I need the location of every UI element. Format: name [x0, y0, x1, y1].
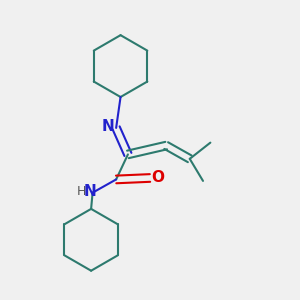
Text: N: N	[83, 184, 96, 199]
Text: N: N	[101, 119, 114, 134]
Text: O: O	[152, 170, 165, 185]
Text: H: H	[77, 185, 86, 198]
